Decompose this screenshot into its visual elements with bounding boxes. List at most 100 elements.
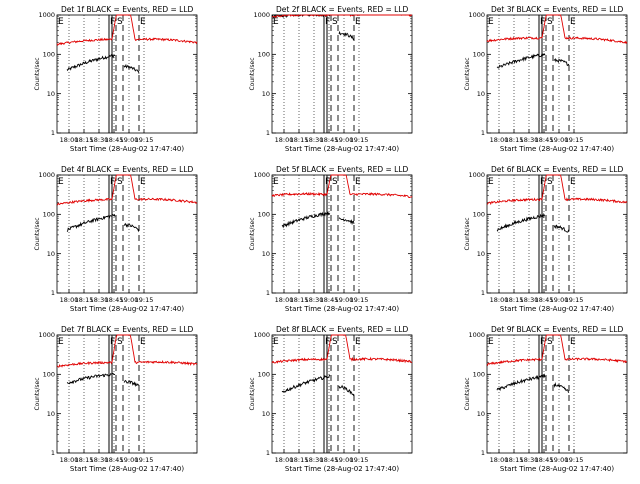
interval-marker: S bbox=[547, 17, 553, 27]
lld-series-line bbox=[111, 174, 136, 200]
panel-1: Det 1f BLACK = Events, RED = LLD 1 10 100 10… bbox=[34, 5, 198, 153]
interval-marker: F bbox=[110, 177, 115, 187]
x-tick-label: 18:15 bbox=[75, 456, 94, 464]
events-series-line bbox=[123, 222, 140, 233]
lld-series-line bbox=[111, 14, 136, 40]
y-tick-label: 1 bbox=[266, 129, 270, 137]
x-tick-label: 18:45 bbox=[105, 456, 124, 464]
lld-series-line bbox=[134, 360, 198, 367]
events-series-line bbox=[338, 217, 355, 226]
x-tick-label: 18:00 bbox=[60, 296, 79, 304]
x-tick-label: 18:00 bbox=[490, 136, 509, 144]
x-tick-label: 18:15 bbox=[75, 296, 94, 304]
interval-marker: E bbox=[58, 17, 64, 27]
events-series-line bbox=[553, 58, 570, 67]
y-tick-label: 10 bbox=[262, 250, 270, 258]
lld-series-line bbox=[326, 174, 351, 195]
y-axis-label: Counts/sec bbox=[34, 217, 41, 250]
y-tick-label: 10 bbox=[262, 410, 270, 418]
x-tick-label: 19:15 bbox=[135, 296, 154, 304]
plot-frame bbox=[486, 174, 628, 294]
x-tick-label: 18:30 bbox=[520, 296, 539, 304]
interval-marker: S bbox=[332, 177, 338, 187]
y-axis-label: Counts/sec bbox=[249, 57, 256, 90]
x-tick-label: 18:45 bbox=[320, 296, 339, 304]
events-series-line bbox=[553, 382, 570, 394]
x-tick-label: 18:00 bbox=[275, 456, 294, 464]
lld-series-line bbox=[564, 197, 628, 204]
interval-marker: E bbox=[488, 177, 494, 187]
interval-marker: E bbox=[58, 337, 64, 347]
plot-frame bbox=[56, 334, 198, 454]
x-tick-label: 18:30 bbox=[90, 136, 109, 144]
lld-series-line bbox=[271, 14, 328, 19]
events-series-line bbox=[66, 54, 116, 72]
events-series-line bbox=[123, 379, 140, 388]
x-tick-label: 18:15 bbox=[290, 296, 309, 304]
x-tick-label: 18:00 bbox=[60, 136, 79, 144]
panel-title: Det 6f BLACK = Events, RED = LLD bbox=[491, 165, 624, 174]
lld-series-line bbox=[349, 14, 412, 17]
y-tick-label: 1000 bbox=[468, 11, 485, 19]
x-tick-label: 19:00 bbox=[120, 296, 139, 304]
x-axis-label: Start Time (28-Aug-02 17:47:40) bbox=[70, 305, 184, 313]
lld-series-line bbox=[326, 334, 351, 360]
x-axis-label: Start Time (28-Aug-02 17:47:40) bbox=[500, 145, 614, 153]
lld-series-line bbox=[134, 197, 198, 204]
interval-marker: E bbox=[570, 17, 576, 27]
y-tick-label: 1000 bbox=[38, 11, 55, 19]
panel-title: Det 4f BLACK = Events, RED = LLD bbox=[61, 165, 194, 174]
x-tick-label: 19:15 bbox=[565, 136, 584, 144]
interval-marker: E bbox=[140, 337, 146, 347]
y-tick-label: 100 bbox=[258, 371, 270, 379]
interval-marker: S bbox=[332, 337, 338, 347]
interval-marker: E bbox=[355, 17, 361, 27]
x-tick-label: 18:30 bbox=[90, 296, 109, 304]
panel-4: Det 4f BLACK = Events, RED = LLD 1 10 100 10… bbox=[34, 165, 198, 313]
y-axis-label: Counts/sec bbox=[249, 217, 256, 250]
lld-series-line bbox=[271, 357, 327, 364]
panel-5: Det 5f BLACK = Events, RED = LLD 1 10 100 10… bbox=[249, 165, 413, 313]
events-series-line bbox=[338, 384, 355, 397]
x-tick-label: 19:00 bbox=[335, 296, 354, 304]
events-series-line bbox=[496, 52, 546, 69]
lld-series-line bbox=[56, 37, 113, 46]
interval-marker: F bbox=[325, 337, 330, 347]
y-tick-label: 10 bbox=[262, 90, 270, 98]
events-series-line bbox=[496, 373, 546, 392]
x-tick-label: 19:00 bbox=[120, 456, 139, 464]
y-tick-label: 10 bbox=[477, 410, 485, 418]
interval-marker: E bbox=[140, 17, 146, 27]
events-series-line bbox=[123, 63, 140, 74]
interval-marker: S bbox=[547, 337, 553, 347]
x-tick-label: 19:15 bbox=[135, 456, 154, 464]
lld-series-line bbox=[56, 197, 113, 206]
plot-frame bbox=[271, 14, 413, 134]
x-axis-label: Start Time (28-Aug-02 17:47:40) bbox=[285, 305, 399, 313]
x-tick-label: 19:15 bbox=[350, 456, 369, 464]
interval-marker: F bbox=[325, 17, 330, 27]
x-tick-label: 19:15 bbox=[350, 296, 369, 304]
x-axis-label: Start Time (28-Aug-02 17:47:40) bbox=[500, 305, 614, 313]
x-tick-label: 18:45 bbox=[320, 456, 339, 464]
panel-9: Det 9f BLACK = Events, RED = LLD 1 10 100 10… bbox=[464, 325, 628, 473]
lld-series-line bbox=[541, 14, 566, 39]
lld-series-line bbox=[564, 36, 628, 45]
y-axis-label: Counts/sec bbox=[34, 377, 41, 410]
x-tick-label: 18:00 bbox=[60, 456, 79, 464]
y-tick-label: 1000 bbox=[253, 171, 270, 179]
x-tick-label: 18:00 bbox=[275, 136, 294, 144]
events-series-line bbox=[496, 212, 546, 232]
x-tick-label: 19:00 bbox=[335, 136, 354, 144]
x-tick-label: 19:15 bbox=[135, 136, 154, 144]
events-series-line bbox=[66, 373, 116, 385]
interval-marker: F bbox=[325, 177, 330, 187]
interval-marker: F bbox=[540, 177, 545, 187]
x-tick-label: 18:00 bbox=[490, 296, 509, 304]
y-tick-label: 10 bbox=[47, 410, 55, 418]
x-tick-label: 18:00 bbox=[275, 296, 294, 304]
interval-marker: E bbox=[488, 17, 494, 27]
y-tick-label: 1000 bbox=[468, 171, 485, 179]
x-axis-label: Start Time (28-Aug-02 17:47:40) bbox=[285, 465, 399, 473]
